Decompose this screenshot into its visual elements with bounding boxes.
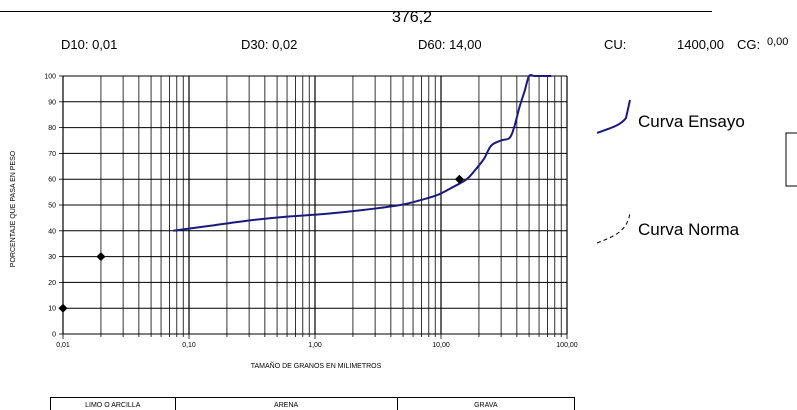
y-tick-label: 50 — [48, 203, 56, 210]
y-tick-label: 70 — [48, 151, 56, 158]
cg-label: CG: — [737, 37, 761, 52]
x-tick-label: 10,00 — [432, 342, 450, 349]
d30-label: D30: 0,02 — [241, 37, 298, 52]
data-markers — [58, 174, 464, 313]
top-rule — [0, 11, 712, 12]
legend-norma-label: Curva Norma — [638, 220, 740, 239]
y-tick-label: 60 — [48, 177, 56, 184]
x-tick-labels: 0,01 0,10 1,00 10,00 100,00 — [56, 342, 578, 349]
y-tick-label: 0 — [52, 332, 56, 339]
side-bracket — [785, 132, 797, 187]
x-tick-label: 0,10 — [182, 342, 196, 349]
grain-size-chart: 0 10 20 30 40 50 60 70 80 90 100 0,01 0,10 1,00 10,00… — [10, 73, 797, 370]
y-tick-label: 40 — [48, 228, 56, 235]
d10-label: D10: 0,01 — [61, 37, 118, 52]
y-tick-label: 90 — [48, 99, 56, 106]
x-tick-label: 0,01 — [56, 342, 70, 349]
cg-value: 0,00 — [767, 36, 789, 48]
band-limo-arcilla: LIMO O ARCILLA — [51, 398, 176, 410]
x-tick-label: 100,00 — [556, 342, 578, 349]
chart-grid — [59, 75, 568, 339]
legend-ensayo-label: Curva Ensayo — [638, 112, 745, 131]
data-point-marker — [58, 303, 68, 313]
x-tick-label: 1,00 — [308, 342, 322, 349]
data-point-marker — [96, 252, 106, 262]
y-axis-label: PORCENTAJE QUE PASA EN PESO — [10, 150, 17, 267]
data-point-marker — [454, 174, 464, 184]
cu-label: CU: — [604, 37, 627, 52]
header-value: 376,2 — [392, 9, 433, 26]
y-tick-label: 100 — [44, 74, 56, 81]
band-grava: GRAVA — [474, 402, 498, 409]
y-tick-label: 20 — [48, 280, 56, 287]
cu-value: 1400,00 — [677, 37, 724, 52]
x-axis-label: TAMAÑO DE GRANOS EN MILIMETROS — [251, 361, 382, 370]
curva-ensayo-line — [173, 73, 552, 232]
band-arena: ARENA — [176, 398, 398, 410]
y-tick-label: 80 — [48, 125, 56, 132]
y-tick-label: 10 — [48, 306, 56, 313]
legend-ensayo-swatch — [596, 99, 631, 134]
y-tick-labels: 0 10 20 30 40 50 60 70 80 90 100 — [44, 74, 56, 339]
y-tick-label: 30 — [48, 254, 56, 261]
legend-norma-swatch — [596, 211, 631, 244]
soil-classification-bar: LIMO O ARCILLA ARENA GRAVA — [50, 397, 575, 410]
d60-label: D60: 14,00 — [418, 37, 482, 52]
